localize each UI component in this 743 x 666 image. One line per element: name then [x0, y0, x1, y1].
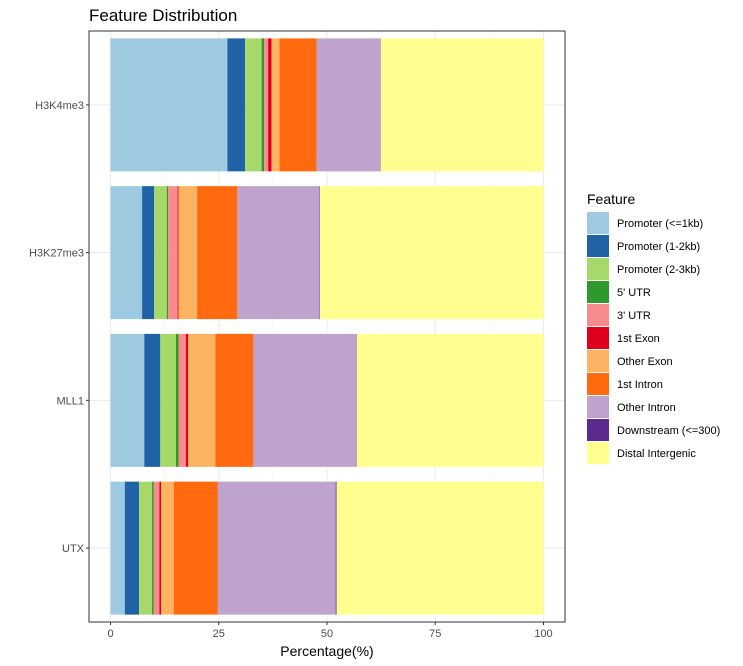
- bar-segment: [144, 333, 161, 467]
- bar-segment: [110, 481, 125, 615]
- bar-segment: [178, 333, 186, 467]
- legend-swatch: [587, 281, 609, 303]
- bar-segment: [178, 186, 198, 320]
- bar-segment: [261, 38, 265, 172]
- bar-segment: [166, 186, 169, 320]
- bar-segment: [237, 186, 320, 320]
- bar-segment: [245, 38, 262, 172]
- bar-segment: [264, 38, 269, 172]
- bar-segment: [153, 481, 160, 615]
- bar-segment: [356, 333, 544, 467]
- x-tick-label: 0: [107, 628, 113, 640]
- legend-label: 3' UTR: [617, 310, 651, 322]
- legend-label: Promoter (<=1kb): [617, 218, 703, 230]
- bar-segment: [124, 481, 140, 615]
- legend-swatch: [587, 327, 609, 349]
- bar-segment: [161, 481, 174, 615]
- legend-swatch: [587, 304, 609, 326]
- bar-segment: [110, 38, 228, 172]
- y-tick-label: H3K27me3: [29, 248, 84, 260]
- bars: [110, 38, 544, 615]
- bar-segment: [175, 333, 179, 467]
- legend-label: Downstream (<=300): [617, 425, 720, 437]
- legend-label: 1st Exon: [617, 333, 660, 345]
- bar-segment: [159, 481, 162, 615]
- legend-label: 5' UTR: [617, 287, 651, 299]
- legend: Feature Promoter (<=1kb) Promoter (1-2kb)…: [587, 191, 720, 464]
- legend-label: Promoter (2-3kb): [617, 264, 700, 276]
- bar-segment: [160, 333, 176, 467]
- bar-segment: [268, 38, 272, 172]
- x-tick-label: 25: [213, 628, 225, 640]
- chart-title: Feature Distribution: [89, 6, 237, 25]
- bar-segment: [217, 481, 336, 615]
- bar-segment: [154, 186, 167, 320]
- bar-segment: [253, 333, 357, 467]
- y-tick-label: UTX: [62, 543, 85, 555]
- bar-segment: [168, 186, 178, 320]
- legend-swatch: [587, 419, 609, 441]
- x-axis: 0 25 50 75 100: [107, 622, 553, 640]
- legend-title: Feature: [587, 191, 635, 207]
- bar-segment: [177, 186, 179, 320]
- legend-label: 1st Intron: [617, 379, 663, 391]
- y-tick-label: MLL1: [56, 395, 84, 407]
- legend-swatch: [587, 396, 609, 418]
- x-tick-label: 100: [534, 628, 552, 640]
- x-axis-title: Percentage(%): [280, 643, 373, 659]
- bar-segment: [227, 38, 246, 172]
- y-axis: H3K4me3 H3K27me3 MLL1 UTX: [29, 100, 89, 555]
- bar-segment: [320, 186, 544, 320]
- legend-label: Other Exon: [617, 356, 673, 368]
- legend-swatch: [587, 373, 609, 395]
- legend-swatch: [587, 235, 609, 257]
- bar-segment: [271, 38, 280, 172]
- bar-segment: [185, 333, 189, 467]
- bar-segment: [142, 186, 155, 320]
- legend-label: Other Intron: [617, 402, 676, 414]
- bar-segment: [139, 481, 153, 615]
- bar-segment: [215, 333, 254, 467]
- bar-segment: [316, 38, 381, 172]
- bar-segment: [110, 333, 145, 467]
- legend-swatch: [587, 350, 609, 372]
- bar-segment: [152, 481, 154, 615]
- legend-swatch: [587, 212, 609, 234]
- x-tick-label: 75: [429, 628, 441, 640]
- bar-segment: [173, 481, 218, 615]
- bar-segment: [279, 38, 317, 172]
- bar-segment: [335, 481, 337, 615]
- bar-segment: [188, 333, 216, 467]
- legend-label: Promoter (1-2kb): [617, 241, 700, 253]
- legend-swatch: [587, 442, 609, 464]
- legend-label: Distal Intergenic: [617, 448, 696, 460]
- bar-segment: [110, 186, 143, 320]
- bar-segment: [197, 186, 238, 320]
- bar-segment: [336, 481, 544, 615]
- bar-segment: [380, 38, 544, 172]
- legend-swatch: [587, 258, 609, 280]
- x-tick-label: 50: [321, 628, 333, 640]
- y-tick-label: H3K4me3: [35, 100, 84, 112]
